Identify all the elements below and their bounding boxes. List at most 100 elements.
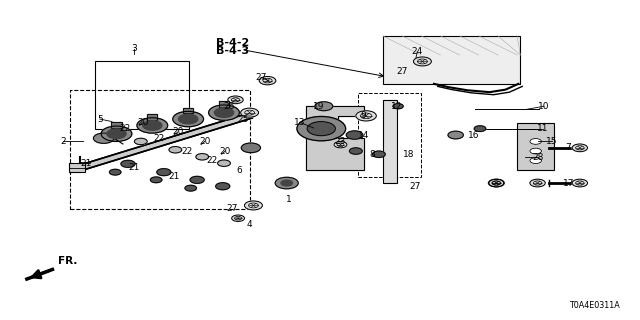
Text: 25: 25	[237, 115, 249, 124]
Circle shape	[173, 111, 204, 127]
Text: 4: 4	[247, 220, 252, 229]
Circle shape	[121, 160, 135, 167]
Circle shape	[346, 131, 363, 139]
Circle shape	[109, 169, 121, 175]
Bar	[358, 93, 421, 177]
Circle shape	[281, 180, 292, 186]
Circle shape	[315, 102, 333, 111]
Text: 9: 9	[361, 111, 366, 120]
Circle shape	[143, 121, 162, 130]
Circle shape	[150, 177, 162, 183]
Text: 27: 27	[255, 73, 267, 82]
Circle shape	[232, 215, 244, 221]
Circle shape	[572, 179, 588, 187]
Circle shape	[107, 129, 126, 139]
Bar	[383, 36, 520, 84]
Text: 21: 21	[168, 172, 180, 181]
Text: T0A4E0311A: T0A4E0311A	[569, 301, 620, 310]
Text: 12: 12	[391, 102, 403, 111]
Circle shape	[530, 139, 541, 144]
Circle shape	[209, 105, 239, 120]
Bar	[111, 122, 122, 128]
Circle shape	[185, 185, 196, 191]
Text: 11: 11	[537, 124, 548, 133]
Circle shape	[241, 143, 260, 153]
Circle shape	[307, 122, 335, 136]
Circle shape	[214, 108, 234, 117]
Text: 10: 10	[538, 102, 550, 111]
Text: 22: 22	[120, 124, 131, 133]
Circle shape	[393, 104, 403, 109]
Circle shape	[530, 148, 541, 154]
Bar	[95, 61, 189, 129]
Circle shape	[179, 114, 198, 124]
Circle shape	[241, 108, 259, 117]
Circle shape	[216, 183, 230, 190]
Circle shape	[196, 154, 209, 160]
Circle shape	[413, 57, 431, 66]
Text: 27: 27	[226, 204, 237, 213]
Circle shape	[530, 158, 541, 164]
Text: 13: 13	[294, 118, 305, 127]
Polygon shape	[80, 114, 253, 169]
Text: 20: 20	[199, 137, 211, 146]
Text: 24: 24	[412, 47, 423, 56]
Text: FR.: FR.	[58, 256, 77, 266]
Circle shape	[218, 160, 230, 166]
Text: 20: 20	[220, 147, 231, 156]
Bar	[219, 101, 229, 107]
Bar	[383, 100, 397, 183]
Circle shape	[190, 176, 204, 183]
Text: 19: 19	[313, 102, 324, 111]
Text: 14: 14	[358, 131, 369, 140]
Text: 7: 7	[566, 143, 571, 152]
Bar	[69, 163, 85, 172]
Circle shape	[297, 116, 346, 141]
Circle shape	[372, 151, 385, 157]
Text: 27: 27	[396, 67, 408, 76]
Circle shape	[275, 177, 298, 189]
Circle shape	[334, 141, 347, 148]
Circle shape	[244, 201, 262, 210]
Text: B-4-2: B-4-2	[216, 38, 250, 48]
Text: 1: 1	[287, 195, 292, 204]
Text: 2: 2	[60, 137, 65, 146]
Circle shape	[101, 126, 132, 141]
Circle shape	[530, 179, 545, 187]
Circle shape	[572, 144, 588, 152]
Text: 22: 22	[153, 134, 164, 143]
Circle shape	[448, 131, 463, 139]
Text: 6: 6	[237, 166, 242, 175]
Text: 20: 20	[172, 127, 184, 136]
Bar	[147, 114, 157, 120]
Text: 23: 23	[335, 137, 346, 146]
Circle shape	[474, 126, 486, 132]
Text: 15: 15	[546, 137, 557, 146]
Text: 3: 3	[132, 44, 137, 53]
Text: 16: 16	[468, 131, 479, 140]
Bar	[219, 101, 229, 107]
Text: 22: 22	[181, 147, 193, 156]
Bar	[147, 114, 157, 120]
Text: 22: 22	[207, 156, 218, 165]
Circle shape	[157, 169, 171, 176]
Text: 20: 20	[138, 118, 149, 127]
Text: 21: 21	[80, 159, 92, 168]
Circle shape	[93, 133, 114, 143]
Circle shape	[259, 76, 276, 85]
Circle shape	[349, 148, 362, 154]
Bar	[111, 122, 122, 128]
Text: 18: 18	[403, 150, 414, 159]
Circle shape	[228, 96, 243, 104]
Circle shape	[488, 179, 504, 187]
Bar	[517, 123, 554, 170]
Polygon shape	[306, 106, 364, 170]
Text: 5: 5	[97, 115, 102, 124]
Bar	[70, 90, 250, 209]
Text: 27: 27	[409, 182, 420, 191]
Text: 26: 26	[223, 102, 235, 111]
Text: 8: 8	[370, 150, 375, 159]
Text: 17: 17	[563, 179, 574, 188]
Circle shape	[169, 147, 182, 153]
Text: B-4-3: B-4-3	[216, 46, 250, 56]
